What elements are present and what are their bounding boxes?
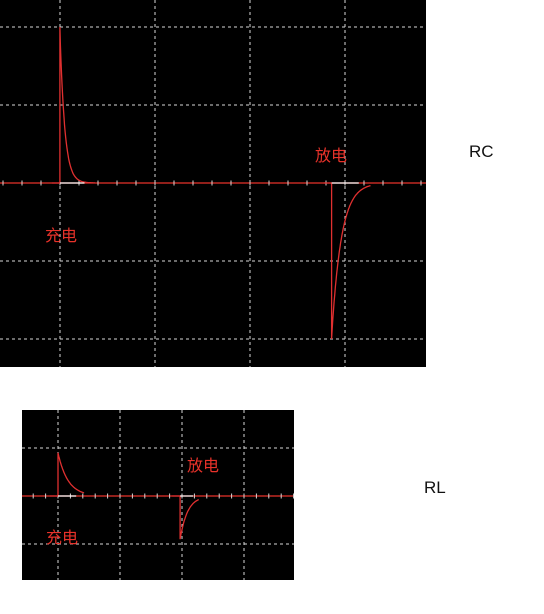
charge-pulse-trace bbox=[51, 26, 95, 184]
rl-scope-screen: 充电 放电 bbox=[22, 410, 294, 580]
rl-discharge-label: 放电 bbox=[187, 456, 220, 475]
rc-discharge-label: 放电 bbox=[315, 146, 348, 165]
discharge-pulse-trace bbox=[323, 182, 371, 340]
rc-waveform-plot bbox=[0, 0, 426, 367]
rc-charge-label: 充电 bbox=[45, 226, 78, 245]
rl-charge-label: 充电 bbox=[46, 528, 79, 547]
charge-pulse-trace bbox=[50, 452, 85, 497]
rc-side-label: RC bbox=[469, 142, 494, 161]
discharge-pulse-trace bbox=[172, 495, 200, 540]
rl-side-label: RL bbox=[424, 478, 446, 497]
rc-scope-screen: 充电 放电 bbox=[0, 0, 426, 367]
rl-waveform-plot bbox=[22, 410, 294, 580]
